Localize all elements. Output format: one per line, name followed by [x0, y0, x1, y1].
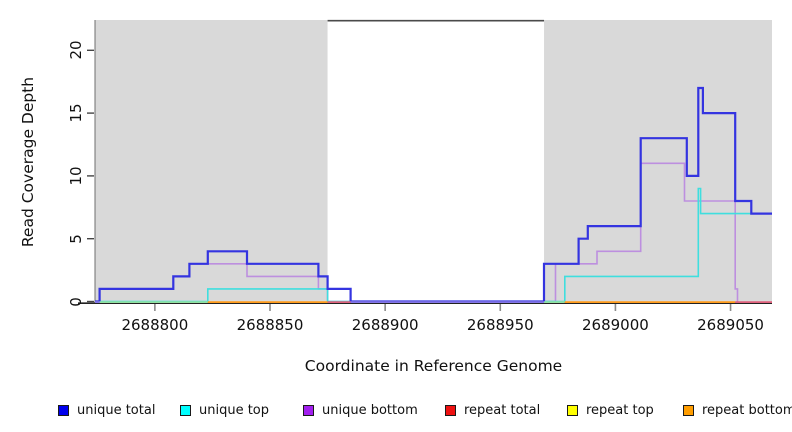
legend-item-repeat-bottom: repeat bottom	[683, 402, 792, 418]
legend-label: unique top	[199, 402, 270, 418]
legend-item-repeat-top: repeat top	[567, 402, 654, 418]
legend-label: unique total	[77, 402, 156, 418]
x-tick-label: 2689000	[582, 316, 649, 334]
shaded-region	[95, 20, 328, 302]
y-tick-label: 15	[67, 103, 85, 123]
legend-label: repeat total	[464, 402, 541, 418]
y-axis-title: Read Coverage Depth	[19, 76, 37, 248]
legend-item-unique-top: unique top	[180, 402, 269, 418]
x-tick-label: 2688900	[351, 316, 419, 334]
legend-swatch-icon	[303, 404, 314, 416]
legend-swatch-icon	[683, 404, 694, 416]
x-tick-label: 2688950	[466, 316, 534, 334]
x-tick-label: 2688800	[121, 316, 189, 334]
y-tick-label: 5	[67, 233, 85, 244]
series-line-unique-top	[95, 187, 772, 303]
series-line-unique-total	[95, 86, 772, 303]
legend-item-repeat-total: repeat total	[445, 402, 540, 418]
y-tick-label: 20	[67, 40, 85, 60]
x-tick-label: 2688850	[236, 316, 304, 334]
legend-item-unique-total: unique total	[58, 402, 155, 418]
x-tick-label: 2689050	[697, 316, 764, 334]
legend-swatch-icon	[567, 404, 578, 416]
legend-swatch-icon	[445, 404, 456, 416]
shaded-region	[544, 20, 772, 302]
legend-label: unique bottom	[322, 402, 418, 418]
legend-swatch-icon	[180, 404, 191, 416]
legend: unique total unique top unique bottom repea…	[0, 400, 792, 422]
legend-swatch-icon	[58, 404, 69, 416]
legend-label: repeat top	[586, 402, 654, 418]
y-tick-label: 10	[67, 166, 85, 186]
legend-label: repeat bottom	[702, 402, 792, 418]
y-tick-label: 0	[67, 296, 85, 307]
legend-item-unique-bottom: unique bottom	[303, 402, 418, 418]
x-axis-title: Coordinate in Reference Genome	[304, 357, 563, 375]
